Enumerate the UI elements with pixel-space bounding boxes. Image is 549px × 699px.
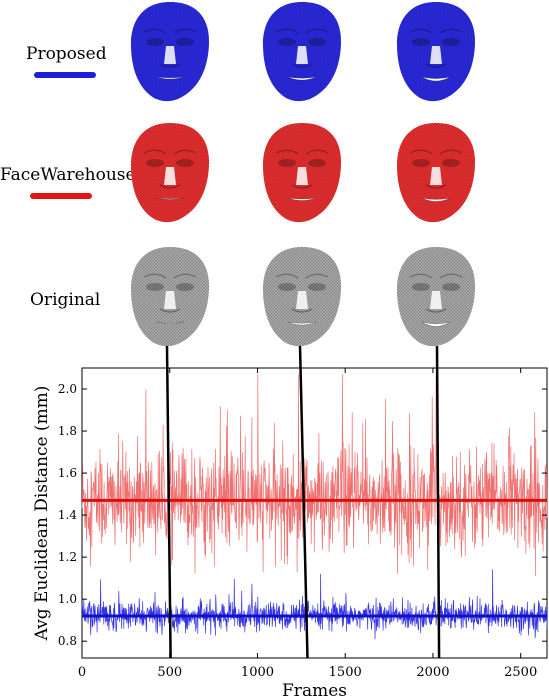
facewarehouse-legend-line bbox=[30, 193, 92, 199]
facewarehouse-face-1 bbox=[131, 123, 210, 223]
x-tick-label-1500: 1500 bbox=[329, 665, 362, 680]
facewarehouse-label: FaceWarehouse bbox=[0, 165, 136, 185]
frame-marker-2 bbox=[298, 345, 309, 659]
y-tick-label-1: 1.0 bbox=[58, 592, 77, 606]
x-tick-label-0: 0 bbox=[78, 665, 86, 680]
x-tick-label-2000: 2000 bbox=[416, 665, 449, 680]
x-axis-label: Frames bbox=[282, 681, 347, 699]
original-face-2 bbox=[263, 247, 342, 347]
x-tick-label-1000: 1000 bbox=[241, 665, 274, 680]
proposed-face-1 bbox=[131, 2, 210, 102]
original-face-1 bbox=[131, 247, 210, 347]
frame-marker-1 bbox=[165, 345, 172, 659]
y-tick-label-1.8: 1.8 bbox=[58, 424, 77, 438]
x-tick-label-2500: 2500 bbox=[504, 665, 537, 680]
y-tick-label-1.2: 1.2 bbox=[58, 550, 77, 564]
original-label: Original bbox=[30, 290, 101, 310]
y-tick-label-1.4: 1.4 bbox=[58, 508, 77, 522]
y-axis-label: Avg Euclidean Distance (mm) bbox=[32, 386, 52, 642]
x-tick-label-500: 500 bbox=[157, 665, 182, 680]
proposed-series-line bbox=[81, 569, 548, 640]
proposed-label: Proposed bbox=[26, 44, 107, 64]
y-tick-label-0.8: 0.8 bbox=[58, 634, 77, 648]
proposed-legend-line bbox=[34, 72, 96, 78]
y-tick-label-2: 2.0 bbox=[58, 382, 77, 396]
frame-marker-3 bbox=[435, 345, 441, 659]
y-tick-label-1.6: 1.6 bbox=[58, 466, 77, 480]
facewarehouse-series-line bbox=[81, 374, 548, 577]
original-face-3 bbox=[397, 247, 476, 347]
facewarehouse-face-2 bbox=[263, 123, 342, 223]
proposed-face-2 bbox=[263, 2, 342, 102]
facewarehouse-face-3 bbox=[397, 123, 476, 223]
proposed-face-3 bbox=[397, 2, 476, 102]
